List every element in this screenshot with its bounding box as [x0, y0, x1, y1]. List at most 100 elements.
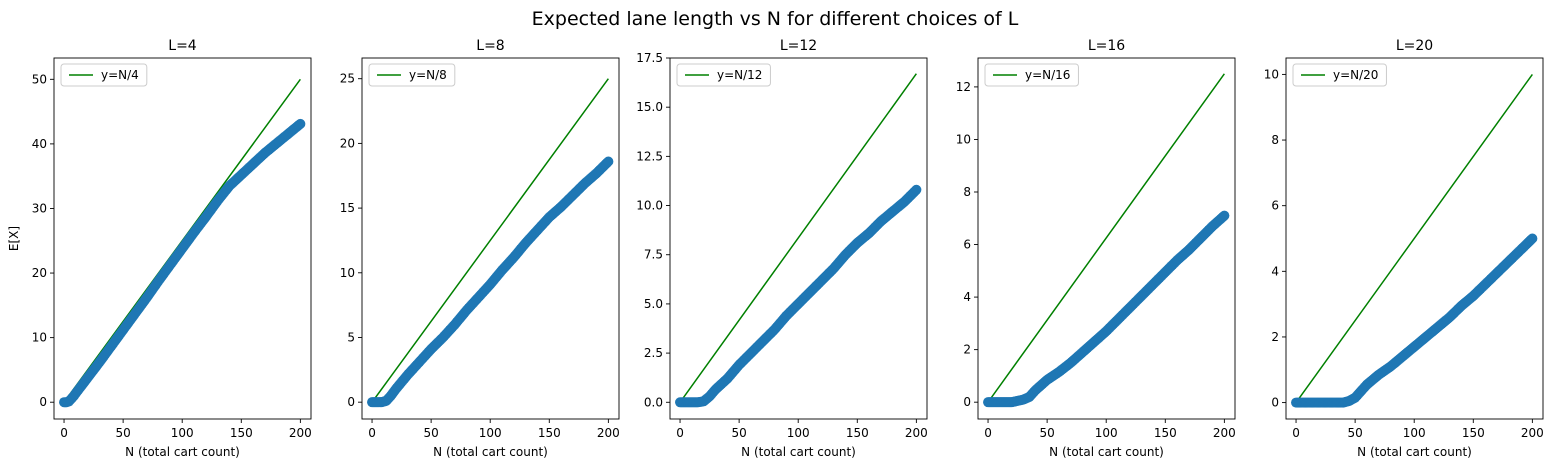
subplot-title: L=20 — [1396, 38, 1433, 54]
y-tick-label: 5 — [347, 330, 355, 344]
y-tick-label: 10 — [32, 331, 47, 345]
subplot-title: L=8 — [476, 38, 504, 54]
scatter-point — [1219, 210, 1230, 221]
subplot-3: L=12 0 50 100 150 200 0.0 2.5 5.0 7.5 10.0 12.5 15.0… — [636, 38, 928, 459]
legend-box — [1292, 63, 1387, 87]
scatter-point — [1527, 233, 1538, 244]
y-tick-label: 20 — [340, 136, 355, 150]
y-tick-label: 0 — [347, 395, 355, 409]
y-tick-label: 7.5 — [644, 248, 663, 262]
y-tick-label: 40 — [32, 137, 47, 151]
subplot-1: L=4 0 50 100 150 200 0 10 20 30 40 50 N (total cart … — [7, 38, 312, 459]
reference-line — [679, 73, 917, 403]
x-tick-label: 0 — [676, 426, 684, 440]
legend-box — [676, 63, 771, 87]
y-tick-label: 4 — [1271, 264, 1279, 278]
x-tick-label: 0 — [984, 426, 992, 440]
legend: y=N/8 — [368, 63, 456, 87]
subplot-title: L=4 — [168, 38, 197, 54]
y-tick-label: 15.0 — [636, 100, 663, 114]
scatter-series — [367, 156, 614, 408]
y-tick-label: 2.5 — [644, 346, 663, 360]
x-tick-label: 150 — [846, 426, 869, 440]
x-tick-label: 50 — [1039, 426, 1054, 440]
reference-line — [371, 78, 609, 403]
legend: y=N/4 — [60, 63, 148, 87]
x-tick-label: 150 — [538, 426, 561, 440]
y-tick-label: 25 — [340, 72, 355, 86]
x-tick-label: 150 — [1154, 426, 1177, 440]
scatter-point — [911, 184, 922, 195]
x-tick-label: 150 — [230, 426, 253, 440]
x-tick-label: 200 — [905, 426, 928, 440]
x-axis-label: N (total cart count) — [1357, 445, 1472, 459]
scatter-series — [59, 118, 306, 408]
legend-box — [60, 63, 148, 87]
y-tick-label: 20 — [32, 266, 47, 280]
y-tick-label: 17.5 — [636, 51, 663, 65]
legend-label: y=N/20 — [1333, 68, 1378, 82]
x-tick-label: 100 — [787, 426, 810, 440]
x-tick-label: 100 — [1095, 426, 1118, 440]
subplot-2: L=8 0 50 100 150 200 0 5 10 15 20 25 N (total cart c… — [340, 38, 620, 459]
reference-line — [1295, 73, 1533, 404]
legend: y=N/20 — [1292, 63, 1387, 87]
x-tick-label: 200 — [597, 426, 620, 440]
figure-suptitle: Expected lane length vs N for different … — [532, 8, 1019, 30]
legend-label: y=N/4 — [101, 68, 139, 82]
legend-box — [984, 63, 1079, 87]
x-tick-label: 100 — [171, 426, 194, 440]
y-tick-label: 10 — [340, 266, 355, 280]
y-tick-label: 30 — [32, 201, 47, 215]
y-tick-label: 10.0 — [636, 199, 663, 213]
scatter-series — [1291, 233, 1538, 408]
x-tick-label: 50 — [115, 426, 130, 440]
y-tick-label: 5.0 — [644, 297, 663, 311]
y-tick-label: 0 — [1271, 396, 1279, 410]
y-tick-label: 50 — [32, 72, 47, 86]
scatter-series — [675, 184, 922, 408]
legend: y=N/12 — [676, 63, 771, 87]
legend-label: y=N/16 — [1025, 68, 1070, 82]
scatter-point — [295, 118, 306, 129]
y-tick-label: 2 — [963, 343, 971, 357]
y-tick-label: 0 — [963, 395, 971, 409]
x-axis-label: N (total cart count) — [433, 445, 548, 459]
scatter-series — [983, 210, 1230, 408]
y-tick-label: 6 — [1271, 199, 1279, 213]
x-tick-label: 50 — [1347, 426, 1362, 440]
y-axis-label: E[X] — [7, 226, 21, 251]
legend-box — [368, 63, 456, 87]
scatter-point — [603, 156, 614, 167]
x-tick-label: 100 — [479, 426, 502, 440]
y-tick-label: 0.0 — [644, 395, 663, 409]
subplot-title: L=16 — [1088, 38, 1125, 54]
reference-line — [987, 73, 1225, 403]
x-axis-label: N (total cart count) — [125, 445, 240, 459]
legend: y=N/16 — [984, 63, 1079, 87]
y-tick-label: 10 — [956, 132, 971, 146]
legend-label: y=N/8 — [409, 68, 447, 82]
y-tick-label: 8 — [963, 185, 971, 199]
x-axis-label: N (total cart count) — [1049, 445, 1164, 459]
y-tick-label: 4 — [963, 290, 971, 304]
y-tick-label: 12 — [956, 80, 971, 94]
x-axis-label: N (total cart count) — [741, 445, 856, 459]
subplot-5: L=20 0 50 100 150 200 0 2 4 6 8 10 N (total cart cou… — [1264, 38, 1544, 459]
legend-label: y=N/12 — [717, 68, 762, 82]
y-tick-label: 2 — [1271, 330, 1279, 344]
x-tick-label: 200 — [1521, 426, 1544, 440]
y-tick-label: 6 — [963, 238, 971, 252]
y-tick-label: 0 — [39, 395, 47, 409]
y-tick-label: 10 — [1264, 67, 1279, 81]
subplot-title: L=12 — [780, 38, 817, 54]
x-tick-label: 50 — [731, 426, 746, 440]
x-tick-label: 50 — [423, 426, 438, 440]
y-tick-label: 8 — [1271, 133, 1279, 147]
x-tick-label: 200 — [289, 426, 312, 440]
x-tick-label: 150 — [1462, 426, 1485, 440]
x-tick-label: 0 — [1292, 426, 1300, 440]
x-tick-label: 0 — [60, 426, 68, 440]
